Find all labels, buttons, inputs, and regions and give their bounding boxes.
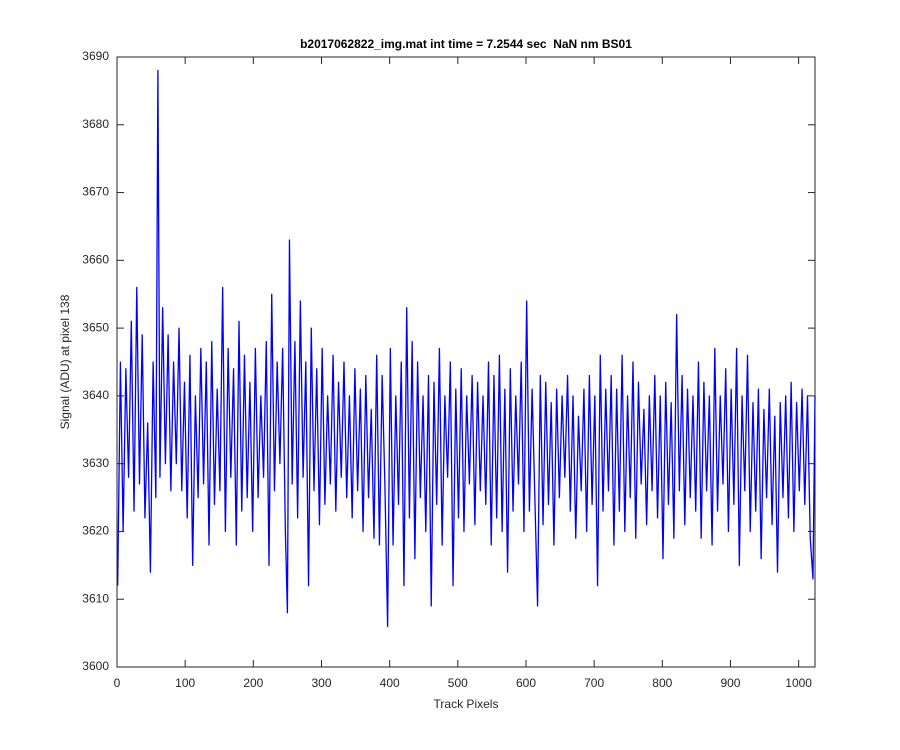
x-tick-label: 900 bbox=[720, 676, 740, 690]
x-tick-label: 300 bbox=[311, 676, 331, 690]
plot-frame bbox=[116, 56, 816, 668]
y-tick-label: 3620 bbox=[82, 524, 109, 538]
y-axis-label: Signal (ADU) at pixel 138 bbox=[58, 294, 72, 429]
x-tick-label: 200 bbox=[243, 676, 263, 690]
y-tick-label: 3650 bbox=[82, 320, 109, 334]
chart-title: b2017062822_img.mat int time = 7.2544 se… bbox=[300, 37, 632, 51]
x-tick-label: 500 bbox=[448, 676, 468, 690]
x-tick-label: 1000 bbox=[785, 676, 812, 690]
x-tick-label: 600 bbox=[516, 676, 536, 690]
x-tick-label: 0 bbox=[114, 676, 121, 690]
x-tick-label: 700 bbox=[584, 676, 604, 690]
y-tick-label: 3670 bbox=[82, 185, 109, 199]
x-tick-label: 400 bbox=[380, 676, 400, 690]
x-tick-label: 800 bbox=[652, 676, 672, 690]
y-tick-label: 3610 bbox=[82, 591, 109, 605]
data-line bbox=[117, 69, 816, 627]
y-tick-label: 3630 bbox=[82, 456, 109, 470]
x-axis-label: Track Pixels bbox=[434, 697, 499, 711]
y-tick-label: 3600 bbox=[82, 659, 109, 673]
y-tick-label: 3680 bbox=[82, 117, 109, 131]
y-tick-label: 3690 bbox=[82, 49, 109, 63]
y-tick-label: 3640 bbox=[82, 388, 109, 402]
y-tick-label: 3660 bbox=[82, 253, 109, 267]
x-tick-label: 100 bbox=[175, 676, 195, 690]
